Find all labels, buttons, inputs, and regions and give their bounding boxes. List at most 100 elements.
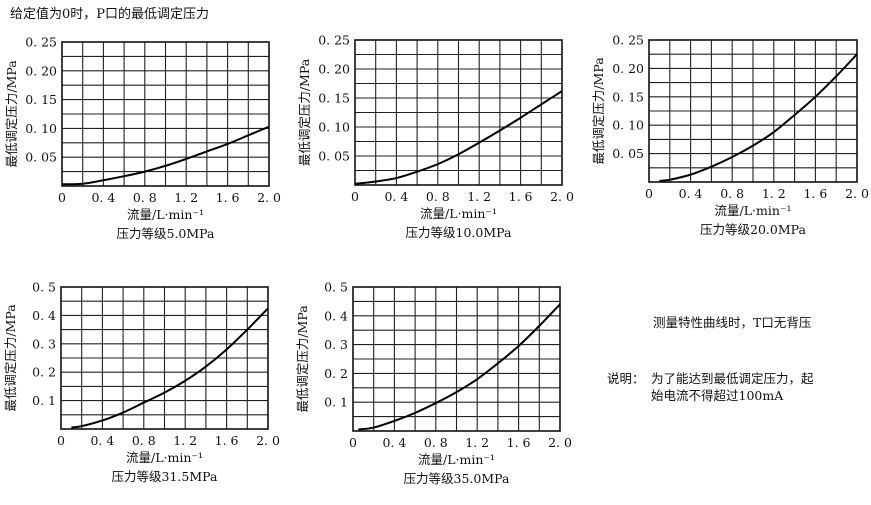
y-axis-label: 最低调定压力/MPa (295, 305, 310, 413)
chart-5: 0. 1 0. 2 0. 3 0. 4 0. 5 0 0. 4 0. 8 1. 2 1. 6 2. … (291, 277, 574, 505)
y-tick-label: 0. 20 (25, 63, 57, 78)
chart-title: 压力等级35.0MPa (404, 471, 510, 486)
x-tick-label: 0. 4 (384, 189, 408, 204)
y-tick-label: 0. 3 (32, 336, 56, 351)
x-tick-label: 0. 8 (132, 433, 156, 448)
chart-1: 0. 05 0. 10 0. 15 0. 20 0. 25 0 0. 4 0. 8 1. 2 1.… (0, 32, 283, 260)
y-tick-label: 0. 5 (32, 280, 56, 295)
x-tick-label: 0 (57, 433, 65, 448)
x-axis-label: 流量/L·min⁻¹ (418, 452, 495, 467)
y-axis-label: 最低调定压力/MPa (591, 57, 606, 165)
chart-svg: 0. 05 0. 10 0. 15 0. 20 0. 25 0 0. 4 0. 8 1. 2 1.… (591, 33, 869, 238)
x-tick-label: 0 (349, 435, 357, 450)
explanation-label: 说明： (607, 371, 645, 386)
y-tick-label: 0. 20 (318, 62, 350, 77)
y-tick-label: 0. 2 (324, 366, 348, 381)
grid-lines (355, 40, 562, 185)
y-tick-label: 0. 10 (318, 120, 350, 135)
x-tick-label: 0. 4 (91, 190, 115, 205)
chart-title: 压力等级10.0MPa (406, 225, 512, 240)
plot-frame (61, 41, 270, 187)
x-tick-label: 2. 0 (548, 435, 572, 450)
y-tick-label: 0. 5 (324, 280, 348, 295)
x-tick-label: 1. 2 (467, 189, 491, 204)
data-curve (71, 307, 269, 429)
x-axis-label: 流量/L·min⁻¹ (420, 206, 497, 221)
x-tick-label: 2. 0 (550, 189, 574, 204)
chart-svg: 0. 1 0. 2 0. 3 0. 4 0. 5 0 0. 4 0. 8 1. 2 1. 6 2. … (295, 280, 572, 487)
x-tick-label: 1. 6 (507, 435, 531, 450)
y-tick-label: 0. 4 (32, 308, 56, 323)
x-axis-label: 流量/L·min⁻¹ (127, 207, 204, 222)
x-tick-label: 0 (351, 189, 359, 204)
x-tick-label: 1. 6 (803, 186, 827, 201)
x-tick-label: 0. 8 (426, 189, 450, 204)
chart-title: 压力等级20.0MPa (700, 222, 806, 237)
x-tick-label: 1. 2 (762, 186, 786, 201)
y-tick-label: 0. 15 (25, 92, 57, 107)
y-tick-label: 0. 25 (25, 35, 57, 50)
plot-frame (354, 39, 563, 186)
y-tick-label: 0. 3 (324, 337, 348, 352)
x-tick-label: 0. 8 (720, 186, 744, 201)
x-tick-label: 1. 6 (215, 433, 239, 448)
grid-lines (62, 42, 269, 186)
y-tick-label: 0. 10 (25, 121, 57, 136)
x-tick-label: 0. 4 (679, 186, 703, 201)
y-tick-label: 0. 20 (612, 61, 644, 76)
y-tick-label: 0. 15 (318, 91, 350, 106)
measurement-note: 测量特性曲线时，T口无背压 (653, 315, 812, 330)
chart-svg: 0. 1 0. 2 0. 3 0. 4 0. 5 0 0. 4 0. 8 1. 2 1. 6 2. … (3, 280, 280, 485)
explanation-block: 说明： 为了能达到最低调定压力，起 始电流不得超过100mA (607, 370, 867, 410)
x-tick-label: 0 (58, 190, 66, 205)
x-tick-label: 2. 0 (845, 186, 869, 201)
x-tick-label: 0. 8 (133, 190, 157, 205)
y-axis-label: 最低调定压力/MPa (4, 60, 19, 168)
explanation-line-1: 为了能达到最低调定压力，起 (651, 371, 814, 386)
x-axis-label: 流量/L·min⁻¹ (715, 203, 792, 218)
plot-frame (60, 286, 269, 430)
data-curve (358, 303, 561, 431)
x-tick-label: 1. 6 (216, 190, 240, 205)
grid-lines (649, 40, 857, 182)
x-tick-label: 1. 2 (465, 435, 489, 450)
grid-lines (61, 287, 268, 429)
plot-frame (352, 286, 561, 432)
x-tick-label: 2. 0 (256, 433, 280, 448)
chart-2: 0. 05 0. 10 0. 15 0. 20 0. 25 0 0. 4 0. 8 1. 2 1.… (293, 30, 576, 259)
chart-svg: 0. 05 0. 10 0. 15 0. 20 0. 25 0 0. 4 0. 8 1. 2 1.… (297, 33, 574, 241)
chart-title: 压力等级5.0MPa (117, 226, 216, 241)
y-tick-label: 0. 1 (324, 395, 348, 410)
grid-lines (353, 287, 560, 431)
explanation-line-2: 始电流不得超过100mA (651, 388, 784, 403)
chart-title: 压力等级31.5MPa (112, 469, 218, 484)
y-axis-label: 最低调定压力/MPa (297, 58, 312, 166)
y-tick-label: 0. 15 (612, 89, 644, 104)
x-tick-label: 1. 2 (174, 190, 198, 205)
y-tick-label: 0. 05 (25, 150, 57, 165)
y-axis-label: 最低调定压力/MPa (3, 304, 18, 412)
y-tick-label: 0. 10 (612, 118, 644, 133)
x-tick-label: 0. 4 (90, 433, 114, 448)
y-tick-label: 0. 05 (318, 149, 350, 164)
y-tick-label: 0. 25 (318, 33, 350, 48)
page-title: 给定值为0时，P口的最低调定压力 (10, 7, 210, 22)
y-tick-label: 0. 2 (32, 365, 56, 380)
x-tick-label: 0 (645, 186, 653, 201)
y-tick-label: 0. 05 (612, 146, 644, 161)
x-tick-label: 1. 2 (173, 433, 197, 448)
chart-4: 0. 1 0. 2 0. 3 0. 4 0. 5 0 0. 4 0. 8 1. 2 1. 6 2. … (0, 277, 282, 503)
data-curve (659, 53, 858, 182)
plot-frame (648, 39, 858, 183)
y-tick-label: 0. 1 (32, 393, 56, 408)
data-curve (354, 90, 563, 185)
x-tick-label: 2. 0 (257, 190, 281, 205)
chart-svg: 0. 05 0. 10 0. 15 0. 20 0. 25 0 0. 4 0. 8 1. 2 1.… (4, 35, 281, 242)
x-tick-label: 1. 6 (509, 189, 533, 204)
x-tick-label: 0. 4 (382, 435, 406, 450)
x-axis-label: 流量/L·min⁻¹ (126, 450, 203, 465)
data-curve (61, 125, 270, 186)
y-tick-label: 0. 25 (612, 33, 644, 48)
x-tick-label: 0. 8 (424, 435, 448, 450)
chart-3: 0. 05 0. 10 0. 15 0. 20 0. 25 0 0. 4 0. 8 1. 2 1.… (587, 30, 871, 256)
